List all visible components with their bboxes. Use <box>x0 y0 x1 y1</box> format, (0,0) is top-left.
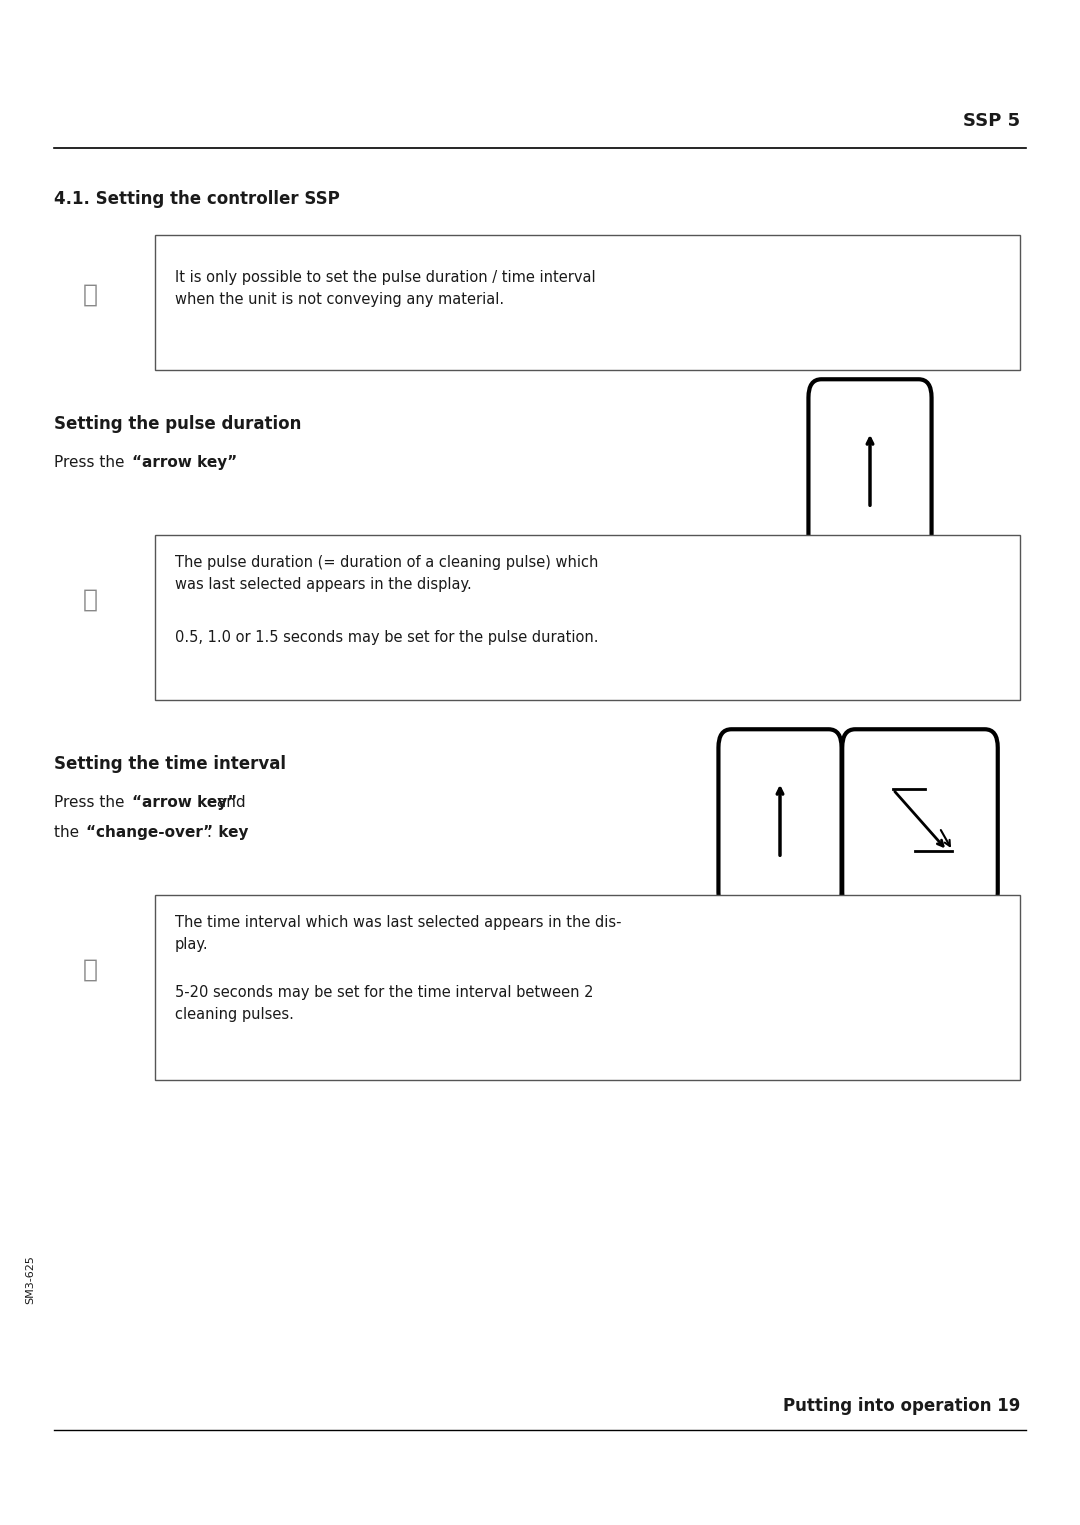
Text: “change-over” key: “change-over” key <box>86 825 248 840</box>
FancyBboxPatch shape <box>156 535 1020 700</box>
Text: Setting the time interval: Setting the time interval <box>54 755 286 773</box>
Text: The pulse duration (= duration of a cleaning pulse) which
was last selected appe: The pulse duration (= duration of a clea… <box>175 555 598 592</box>
Text: Press the: Press the <box>54 454 130 470</box>
Text: SM3-625: SM3-625 <box>25 1255 35 1304</box>
Text: “arrow key”: “arrow key” <box>132 795 238 810</box>
Text: 📖: 📖 <box>82 958 97 982</box>
Text: the: the <box>54 825 84 840</box>
Text: and: and <box>212 795 245 810</box>
Text: The time interval which was last selected appears in the dis-
play.: The time interval which was last selecte… <box>175 915 621 952</box>
FancyBboxPatch shape <box>156 235 1020 371</box>
Text: SSP 5: SSP 5 <box>963 111 1020 130</box>
Text: “arrow key”: “arrow key” <box>132 454 238 470</box>
Text: Putting into operation 19: Putting into operation 19 <box>783 1397 1020 1415</box>
Text: Press the: Press the <box>54 795 130 810</box>
Text: .: . <box>206 825 211 840</box>
Text: 📖: 📖 <box>82 284 97 307</box>
Text: 0.5, 1.0 or 1.5 seconds may be set for the pulse duration.: 0.5, 1.0 or 1.5 seconds may be set for t… <box>175 630 598 645</box>
Text: .: . <box>212 454 217 470</box>
Text: 4.1. Setting the controller SSP: 4.1. Setting the controller SSP <box>54 191 340 207</box>
FancyBboxPatch shape <box>809 380 932 561</box>
FancyBboxPatch shape <box>718 729 841 910</box>
Text: 📖: 📖 <box>82 589 97 612</box>
FancyBboxPatch shape <box>156 895 1020 1080</box>
Text: It is only possible to set the pulse duration / time interval
when the unit is n: It is only possible to set the pulse dur… <box>175 270 596 307</box>
FancyBboxPatch shape <box>842 729 998 910</box>
Text: 5-20 seconds may be set for the time interval between 2
cleaning pulses.: 5-20 seconds may be set for the time int… <box>175 985 594 1022</box>
Text: Setting the pulse duration: Setting the pulse duration <box>54 415 301 433</box>
